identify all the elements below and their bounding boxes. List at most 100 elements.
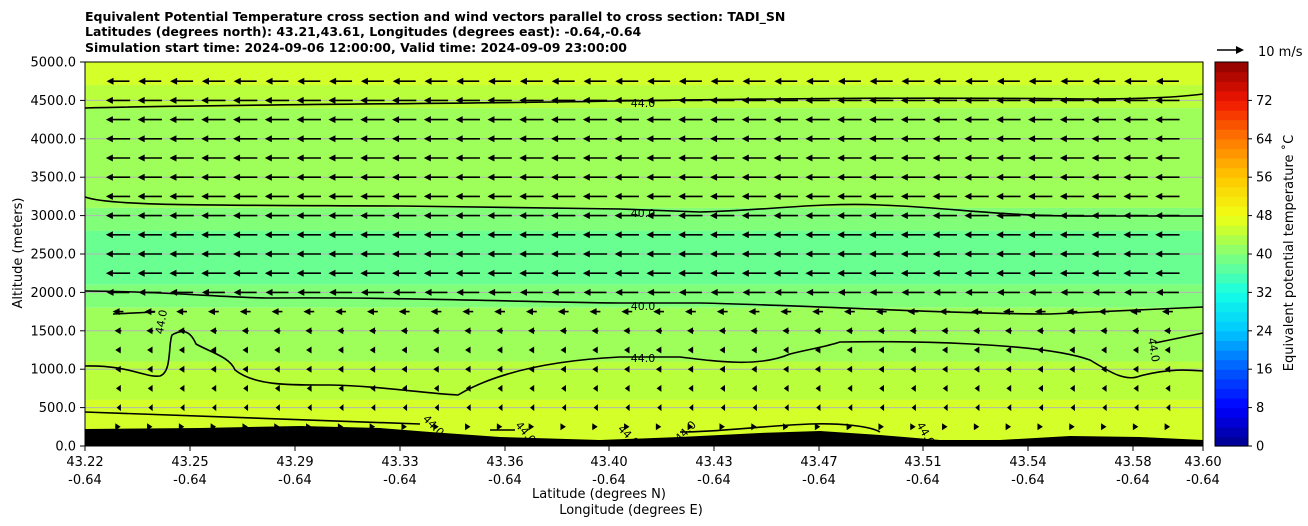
wind-vector-head [297, 77, 305, 85]
wind-vector-18-13 [528, 423, 535, 431]
wind-vector-head [296, 116, 304, 124]
wind-vector-head [466, 404, 471, 412]
wind-vector-7-8 [360, 212, 385, 220]
wind-vector-head [1155, 135, 1163, 143]
wind-vector-14-30 [1069, 346, 1075, 354]
wind-vector-head [1155, 212, 1163, 220]
wind-vector-11-13 [519, 288, 543, 296]
wind-vector-15-12 [496, 365, 503, 373]
wind-vector-head [932, 154, 940, 162]
wind-vector-head [328, 231, 336, 239]
wind-vector-head [741, 173, 749, 181]
wind-vector-5-32 [1123, 173, 1148, 181]
wind-vector-1-30 [1059, 96, 1085, 104]
wind-vector-6-10 [423, 192, 449, 200]
wind-vector-0-19 [710, 77, 734, 85]
wind-vector-18-26 [942, 423, 948, 431]
wind-vector-9-0 [105, 250, 131, 258]
wind-vector-head [423, 269, 431, 277]
wind-vector-10-13 [519, 269, 544, 277]
wind-vector-head [551, 288, 559, 296]
wind-vector-4-17 [646, 154, 671, 162]
wind-vector-head [169, 96, 177, 104]
wind-vector-head [211, 384, 217, 392]
wind-vector-5-4 [233, 173, 258, 181]
wind-vector-head [180, 404, 185, 412]
x-tick-label-lat-0: 43.22 [66, 455, 103, 470]
wind-vector-head [561, 384, 566, 392]
wind-vector-head [201, 173, 209, 181]
wind-vector-head [551, 96, 559, 104]
wind-vector-5-16 [614, 173, 639, 181]
wind-vector-head [360, 116, 368, 124]
wind-vector-18-21 [783, 423, 789, 431]
wind-vector-head [582, 212, 590, 220]
contour-line-4 [84, 411, 421, 425]
wind-vector-head [780, 308, 788, 316]
wind-vector-head [932, 212, 940, 220]
wind-vector-head [814, 365, 821, 373]
wind-vector-10-11 [455, 269, 480, 277]
wind-vector-0-8 [360, 77, 384, 85]
wind-vector-head [264, 135, 272, 143]
wind-vector-head [233, 192, 241, 200]
x-tick-label-lat-4: 43.36 [486, 455, 523, 470]
wind-vector-17-11 [466, 404, 471, 412]
wind-vector-17-23 [848, 404, 853, 412]
wind-vector-1-7 [328, 96, 353, 104]
wind-vector-head [1101, 423, 1107, 431]
wind-vector-head [869, 231, 877, 239]
wind-vector-16-9 [402, 384, 407, 392]
wind-vector-head [751, 365, 757, 373]
wind-vector-head [1134, 404, 1139, 412]
wind-vector-14-32 [1132, 346, 1139, 354]
wind-vector-14-3 [210, 346, 217, 354]
wind-vector-head [526, 308, 533, 316]
wind-vector-5-0 [105, 173, 131, 181]
wind-vector-head [265, 77, 273, 85]
wind-vector-head [646, 231, 654, 239]
wind-vector-17-33 [1166, 404, 1171, 412]
wind-vector-head [614, 269, 622, 277]
wind-vector-8-20 [741, 231, 767, 239]
colorbar-segment-13 [1215, 311, 1248, 322]
colorbar-segment-32 [1215, 129, 1248, 140]
wind-vector-12-14 [557, 308, 569, 316]
wind-vector-7-6 [296, 212, 321, 220]
wind-vector-head [1132, 423, 1139, 431]
wind-vector-head [773, 116, 781, 124]
wind-vector-16-23 [847, 384, 853, 392]
wind-vector-15-27 [973, 365, 980, 373]
wind-vector-2-9 [392, 116, 417, 124]
wind-vector-head [805, 116, 813, 124]
wind-vector-1-33 [1155, 96, 1180, 104]
wind-vector-9-4 [233, 250, 258, 258]
wind-vector-5-17 [646, 173, 671, 181]
wind-vector-head [710, 96, 718, 104]
wind-vector-3-30 [1059, 135, 1085, 143]
wind-vector-14-19 [719, 346, 725, 354]
wind-vector-12-26 [939, 308, 951, 316]
wind-vector-head [201, 288, 209, 296]
wind-vector-9-7 [328, 250, 353, 258]
wind-vector-head [1059, 212, 1067, 220]
wind-vector-head [1069, 384, 1075, 392]
wind-vector-head [178, 423, 185, 431]
wind-vector-head [296, 250, 304, 258]
wind-vector-15-15 [592, 365, 598, 373]
wind-vector-head [179, 384, 185, 392]
fill-band-4 [85, 230, 1203, 285]
wind-vector-12-1 [144, 308, 156, 316]
wind-vector-11-20 [742, 288, 766, 296]
wind-vector-head [593, 404, 598, 412]
wind-vector-head [116, 404, 121, 412]
wind-vector-3-33 [1155, 135, 1180, 143]
wind-vector-5-8 [360, 173, 385, 181]
wind-vector-head [528, 365, 535, 373]
wind-vector-15-19 [719, 365, 725, 373]
wind-vector-8-25 [900, 231, 926, 239]
quiver-key-label: 10 m/s [1258, 45, 1303, 60]
wind-vector-head [964, 173, 972, 181]
wind-vector-head [710, 77, 718, 85]
wind-vector-head [710, 154, 718, 162]
